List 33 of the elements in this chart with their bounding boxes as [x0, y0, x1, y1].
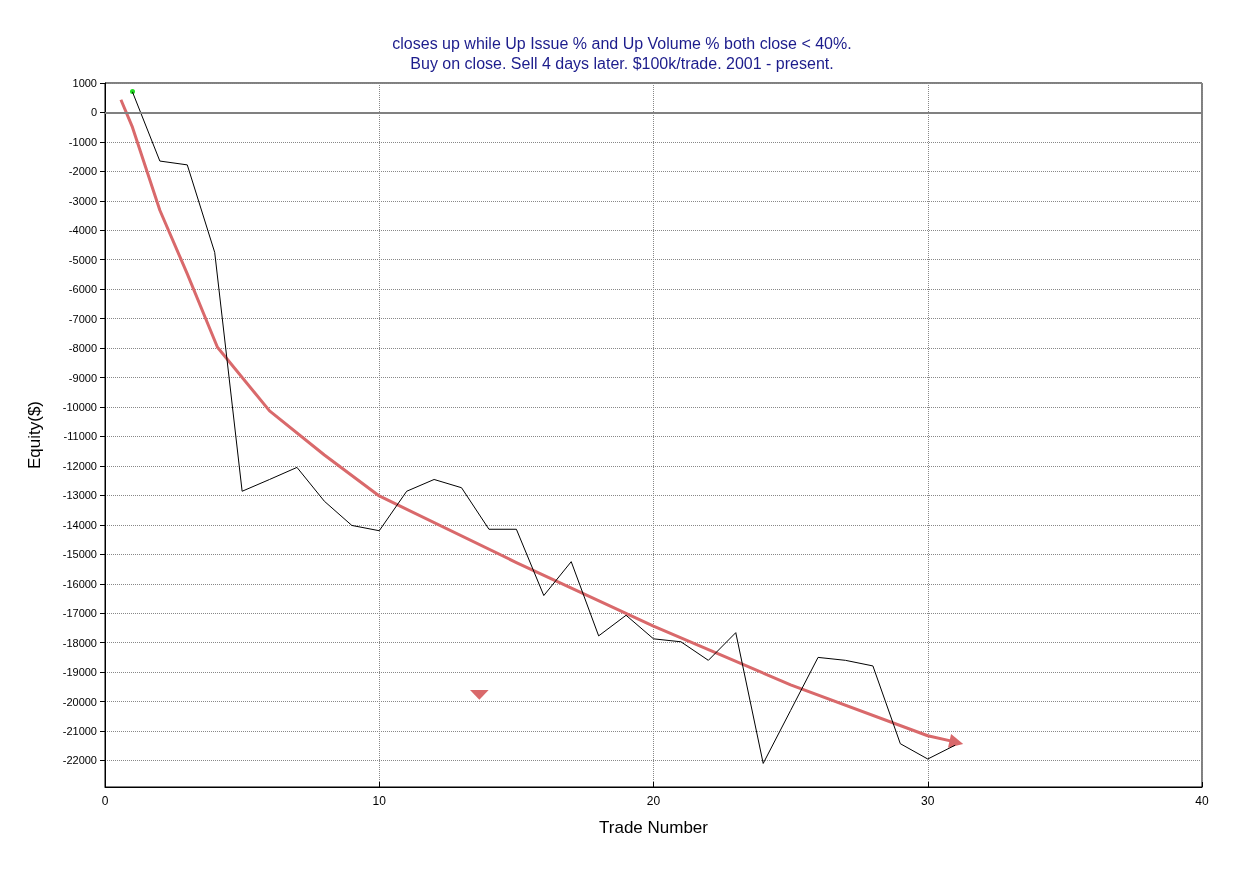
chart-subtitle: Buy on close. Sell 4 days later. $100k/trade. 2001 - present.: [410, 54, 834, 72]
y-tick-label: -13000: [62, 489, 97, 502]
y-tick-label: -21000: [62, 725, 97, 738]
x-tick-label: 20: [646, 794, 661, 808]
y-tick-label: -4000: [68, 224, 97, 237]
y-tick-label: -12000: [62, 459, 97, 472]
y-tick-label: -14000: [62, 518, 97, 531]
y-tick-label: -9000: [68, 371, 97, 384]
y-tick-label: -1000: [68, 135, 97, 148]
y-tick-label: -5000: [68, 253, 97, 266]
y-tick-label: -7000: [68, 312, 97, 325]
y-tick-label: -18000: [62, 636, 97, 649]
y-tick-label: -8000: [68, 342, 97, 355]
y-tick-label: 0: [90, 106, 97, 119]
chart-title: closes up while Up Issue % and Up Volume % both close < 40%.: [392, 34, 852, 52]
y-tick-label: -22000: [62, 754, 97, 767]
x-tick-label: 10: [372, 794, 387, 808]
x-tick-label: 40: [1195, 794, 1209, 808]
y-tick-label: -11000: [63, 430, 97, 443]
y-tick-label: -19000: [62, 666, 97, 679]
y-tick-label: -17000: [62, 607, 97, 620]
y-tick-label: -10000: [62, 401, 97, 414]
y-tick-label: -2000: [68, 165, 97, 178]
y-tick-label: -6000: [68, 283, 97, 296]
y-tick-label: 1000: [72, 77, 97, 89]
y-tick-label: -16000: [62, 577, 97, 590]
y-tick-label: -20000: [62, 695, 97, 708]
y-tick-label: -3000: [68, 194, 97, 207]
x-tick-label: 0: [101, 794, 109, 808]
y-axis-title: Equity($): [25, 400, 44, 470]
y-tick-label: -15000: [62, 548, 97, 561]
x-tick-label: 30: [921, 794, 935, 808]
x-axis-title: Trade Number: [599, 818, 709, 837]
